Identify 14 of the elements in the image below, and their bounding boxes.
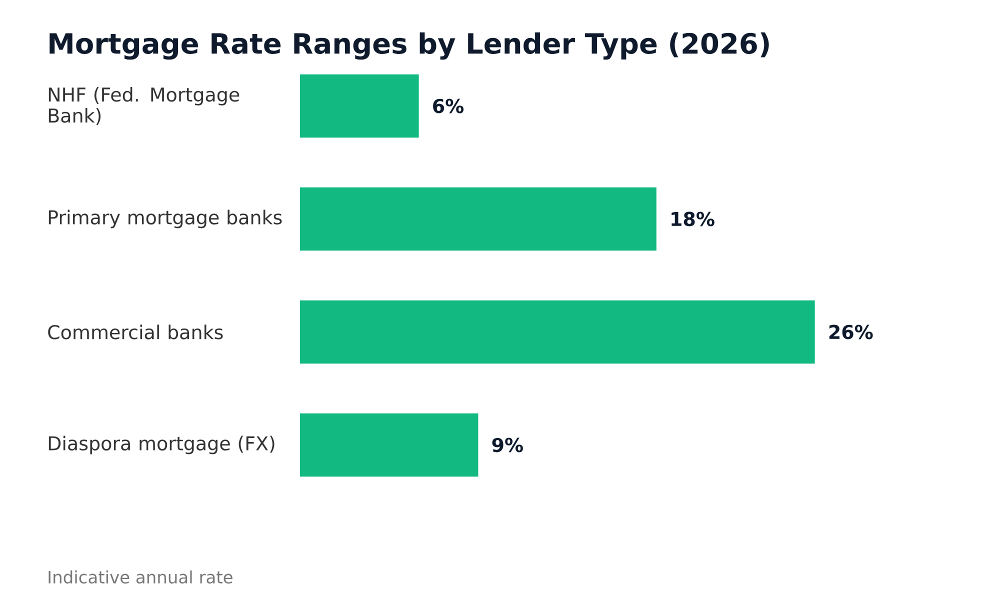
- text: Indicative annual rate: [48, 570, 232, 584]
- bar: [300, 187, 656, 251]
- bar: [300, 74, 419, 138]
- bar: [300, 300, 815, 364]
- bar: [300, 413, 478, 477]
- data-label: 18%: [672, 212, 714, 226]
- data-label: 9%: [492, 438, 523, 452]
- y-tick-label: Primary mortgage banks: [48, 210, 282, 228]
- chart-title: Mortgage Rate Ranges by Lender Type (2026): [50, 32, 769, 60]
- y-tick-label: Diaspora mortgage (FX): [48, 436, 274, 454]
- y-tick-label: Commercial banks: [48, 324, 223, 340]
- data-label: 26%: [829, 324, 873, 340]
- y-tick-label: NHF (Fed. Mortgage Bank): [48, 87, 240, 125]
- data-label: 6%: [433, 98, 464, 114]
